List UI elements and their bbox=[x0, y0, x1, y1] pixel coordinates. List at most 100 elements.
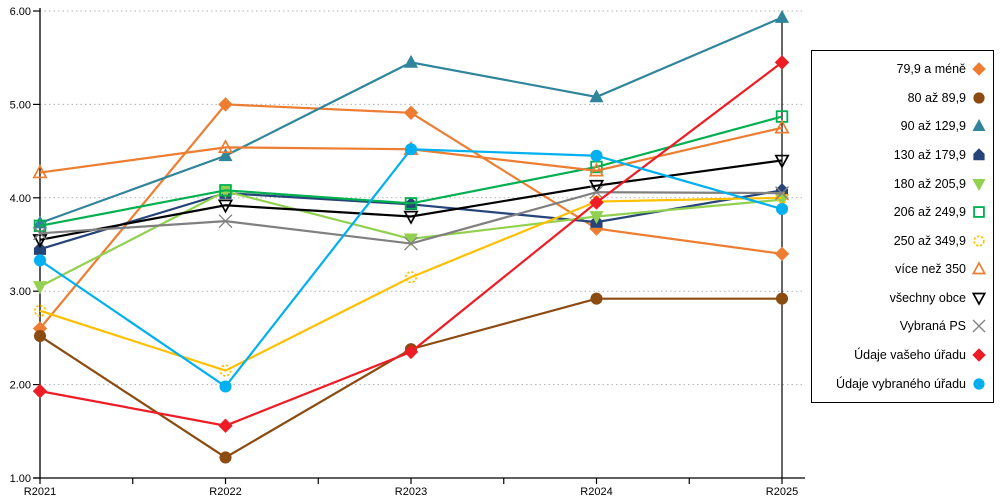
legend-marker bbox=[973, 92, 985, 104]
series-marker-triangle-down-icon bbox=[588, 179, 605, 194]
legend-item: Údaje vybraného úřadu bbox=[814, 376, 987, 392]
series-marker-triangle-up-icon bbox=[32, 164, 48, 179]
series-marker-diamond-icon bbox=[32, 383, 48, 399]
legend-item-label: 80 až 89,9 bbox=[907, 90, 966, 105]
y-tick-label: 6.00 bbox=[10, 6, 31, 18]
series-marker-triangle-down-icon bbox=[403, 210, 419, 225]
legend-item-label: 250 až 349,9 bbox=[893, 233, 966, 248]
series-marker-diamond-icon bbox=[774, 246, 790, 262]
series-marker-triangle-down-icon bbox=[32, 234, 48, 249]
series-marker-pentagon-icon bbox=[973, 148, 985, 161]
legend-marker bbox=[972, 62, 986, 76]
legend-item-label: 79,9 a méně bbox=[896, 62, 967, 77]
legend-item: Vybraná PS bbox=[814, 318, 987, 334]
legend-marker bbox=[973, 235, 985, 247]
x-tick-label: R2022 bbox=[209, 486, 241, 498]
series-marker-circle-dashed-icon bbox=[973, 235, 985, 247]
series-marker-diamond-icon bbox=[218, 418, 233, 433]
legend-marker bbox=[972, 178, 986, 191]
series-marker-x-icon bbox=[218, 214, 233, 229]
series-marker-triangle-up-icon bbox=[972, 119, 986, 132]
y-tick-label: 3.00 bbox=[10, 286, 31, 298]
x-tick-label: R2023 bbox=[395, 486, 427, 498]
series-marker-x-icon bbox=[972, 320, 986, 333]
series-marker-circle-dashed-icon bbox=[404, 271, 418, 284]
x-tick-label: R2025 bbox=[766, 486, 798, 498]
legend-item-label: 130 až 179,9 bbox=[893, 148, 966, 163]
series-marker-square-icon bbox=[33, 219, 47, 233]
series-2 bbox=[33, 292, 789, 464]
legend-marker bbox=[972, 348, 986, 362]
legend-item-label: Vybraná PS bbox=[899, 319, 966, 334]
series-marker-triangle-down-icon bbox=[32, 281, 48, 295]
series-marker-circle-icon bbox=[219, 380, 232, 393]
legend: 79,9 a méně 80 až 89,9 90 až 129,9 130 až 1… bbox=[811, 50, 994, 403]
series-marker-circle-icon bbox=[219, 451, 232, 464]
series-line bbox=[39, 297, 782, 459]
legend-item: více než 350 bbox=[814, 261, 987, 277]
series-marker-square-icon bbox=[404, 197, 418, 210]
legend-marker bbox=[973, 378, 985, 390]
series-marker-diamond-icon bbox=[972, 348, 986, 362]
series-marker-circle-icon bbox=[404, 143, 418, 156]
series-marker-circle-icon bbox=[775, 202, 789, 216]
series-6 bbox=[33, 110, 789, 233]
series-12 bbox=[33, 143, 789, 393]
series-marker-triangle-up-icon bbox=[774, 119, 790, 134]
legend-item: 80 až 89,9 bbox=[814, 90, 987, 106]
series-marker-circle-dashed-icon bbox=[219, 364, 232, 377]
legend-marker bbox=[973, 206, 985, 218]
series-marker-triangle-up-icon bbox=[217, 139, 234, 154]
y-tick-label: 2.00 bbox=[10, 380, 31, 392]
y-tick-label: 1.00 bbox=[10, 473, 31, 485]
x-tick-label: R2021 bbox=[24, 486, 56, 498]
series-3 bbox=[32, 9, 790, 229]
series-marker-x-icon bbox=[589, 185, 604, 200]
legend-marker bbox=[973, 148, 985, 161]
legend-marker bbox=[972, 119, 986, 132]
series-marker-triangle-up-icon bbox=[774, 9, 790, 23]
legend-item-label: všechny obce bbox=[889, 290, 966, 305]
series-11 bbox=[32, 55, 790, 433]
series-marker-square-icon bbox=[973, 206, 985, 218]
legend-item-label: 90 až 129,9 bbox=[900, 119, 966, 134]
legend-item: 79,9 a méně bbox=[814, 61, 987, 77]
series-marker-square-icon bbox=[219, 184, 232, 197]
series-marker-triangle-down-icon bbox=[972, 178, 986, 191]
y-tick-label: 5.00 bbox=[10, 99, 31, 111]
legend-item-label: Údaje vybraného úřadu bbox=[836, 376, 966, 391]
series-marker-diamond-icon bbox=[972, 62, 986, 76]
legend-item: Údaje vašeho úřadu bbox=[814, 347, 987, 363]
legend-item: 250 až 349,9 bbox=[814, 233, 987, 249]
x-tick-label: R2024 bbox=[580, 486, 612, 498]
series-marker-triangle-down-icon bbox=[217, 199, 234, 214]
series-marker-circle-dashed-icon bbox=[33, 304, 47, 317]
series-marker-x-icon bbox=[33, 226, 47, 241]
legend-marker bbox=[972, 320, 986, 333]
series-line bbox=[39, 115, 783, 227]
series-marker-circle-icon bbox=[775, 292, 789, 305]
series-marker-triangle-up-icon bbox=[589, 89, 604, 103]
series-marker-diamond-icon bbox=[774, 55, 790, 70]
legend-item: všechny obce bbox=[814, 290, 987, 306]
series-10 bbox=[33, 185, 789, 251]
series-5 bbox=[32, 185, 790, 295]
legend-item-label: 206 až 249,9 bbox=[893, 205, 966, 220]
legend-marker bbox=[971, 261, 987, 275]
series-marker-triangle-up-icon bbox=[403, 54, 419, 68]
legend-item-label: 180 až 205,9 bbox=[893, 176, 966, 191]
series-marker-diamond-icon bbox=[403, 105, 419, 121]
series-marker-x-icon bbox=[404, 236, 418, 251]
series-marker-circle-icon bbox=[973, 92, 985, 104]
series-marker-circle-icon bbox=[973, 378, 985, 390]
series-marker-circle-icon bbox=[590, 292, 603, 305]
series-marker-triangle-down-icon bbox=[218, 185, 233, 199]
legend-item: 206 až 249,9 bbox=[814, 204, 987, 220]
series-marker-diamond-icon bbox=[589, 195, 604, 210]
series-marker-triangle-down-icon bbox=[971, 292, 987, 306]
series-marker-x-icon bbox=[775, 186, 789, 201]
legend-item-label: Údaje vašeho úřadu bbox=[854, 348, 966, 363]
legend-item: 180 až 205,9 bbox=[814, 176, 987, 192]
series-marker-circle-icon bbox=[590, 149, 603, 162]
